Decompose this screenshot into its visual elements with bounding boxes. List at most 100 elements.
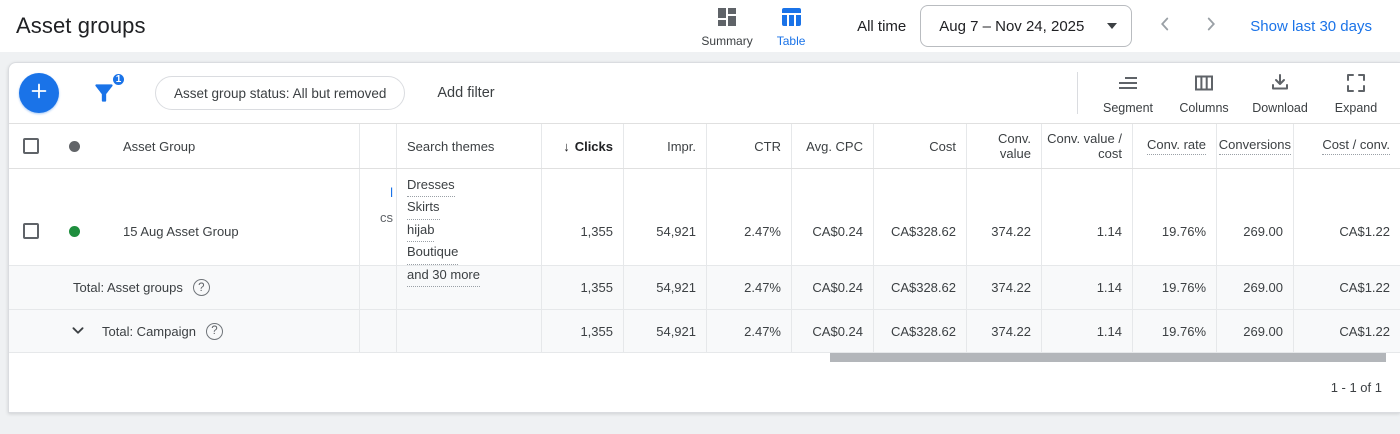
next-period-button[interactable] bbox=[1198, 13, 1224, 39]
total-empty-cell bbox=[396, 310, 541, 352]
total-clicks: 1,355 bbox=[541, 310, 623, 352]
plus-icon bbox=[28, 80, 50, 107]
caret-down-icon bbox=[1107, 23, 1118, 29]
table-row: 15 Aug Asset Group l cs Dresses Skirts h… bbox=[9, 169, 1400, 294]
clipped-text-fragment: cs bbox=[380, 210, 393, 225]
total-campaign-label: Total: Campaign bbox=[102, 323, 196, 339]
segment-button[interactable]: Segment bbox=[1090, 71, 1166, 115]
search-themes-cell: Dresses Skirts hijab Boutique and 30 mor… bbox=[396, 169, 541, 294]
header-cost-per-conv-label: Cost / conv. bbox=[1322, 137, 1390, 155]
page-title: Asset groups bbox=[16, 13, 146, 38]
header-conv-value[interactable]: Conv. value bbox=[966, 124, 1041, 168]
header-checkbox-cell bbox=[9, 124, 53, 168]
search-themes-more-link[interactable]: and 30 more bbox=[407, 265, 480, 288]
toolbar-right: Segment Columns Download Expand bbox=[1077, 71, 1394, 115]
table-view-button[interactable]: Table bbox=[759, 5, 823, 48]
header-cost[interactable]: Cost bbox=[873, 124, 966, 168]
header-asset-group-label: Asset Group bbox=[123, 138, 196, 154]
summary-view-label: Summary bbox=[701, 33, 753, 48]
filter-count-badge: 1 bbox=[111, 72, 126, 87]
status-dot-icon bbox=[69, 140, 80, 152]
horizontal-scrollbar-thumb[interactable] bbox=[830, 353, 1386, 362]
show-last-30-days-link[interactable]: Show last 30 days bbox=[1250, 17, 1372, 35]
header-conv-value-per-cost-label: Conv. value / cost bbox=[1047, 131, 1122, 161]
total-empty-cell bbox=[359, 266, 396, 309]
select-all-checkbox[interactable] bbox=[23, 138, 39, 154]
header-asset-group[interactable]: Asset Group bbox=[97, 124, 359, 168]
expand-button[interactable]: Expand bbox=[1318, 71, 1394, 115]
sort-descending-icon: ↓ bbox=[563, 138, 570, 154]
date-range-picker[interactable]: Aug 7 – Nov 24, 2025 bbox=[920, 5, 1133, 47]
page-header: Asset groups Summary Table All time Aug … bbox=[0, 0, 1400, 52]
download-label: Download bbox=[1252, 101, 1308, 115]
total-empty-cell bbox=[396, 266, 541, 309]
toolbar-left: 1 Asset group status: All but removed Ad… bbox=[19, 72, 495, 113]
row-status-cell bbox=[53, 169, 97, 293]
total-conversions: 269.00 bbox=[1216, 310, 1293, 352]
total-impressions: 54,921 bbox=[623, 266, 706, 309]
add-filter-button[interactable]: Add filter bbox=[437, 85, 495, 101]
total-cost: CA$328.62 bbox=[873, 310, 966, 352]
header-cost-label: Cost bbox=[929, 138, 956, 154]
filter-button[interactable]: 1 bbox=[91, 72, 126, 106]
total-conv-value-per-cost: 1.14 bbox=[1041, 310, 1132, 352]
search-theme-item: Skirts bbox=[407, 197, 440, 220]
date-range-value: Aug 7 – Nov 24, 2025 bbox=[939, 17, 1085, 35]
chevron-down-icon bbox=[67, 319, 89, 344]
header-conv-rate[interactable]: Conv. rate bbox=[1132, 124, 1216, 168]
header-conv-value-label: Conv. value bbox=[998, 131, 1031, 161]
header-impressions-label: Impr. bbox=[667, 138, 696, 154]
table-view-label: Table bbox=[776, 33, 806, 48]
total-ctr: 2.47% bbox=[706, 310, 791, 352]
row-checkbox[interactable] bbox=[23, 223, 39, 240]
columns-button[interactable]: Columns bbox=[1166, 71, 1242, 115]
horizontal-scrollbar bbox=[9, 353, 1400, 362]
toolbar-divider bbox=[1077, 72, 1078, 114]
date-range-preset-label: All time bbox=[857, 17, 907, 35]
previous-period-button[interactable] bbox=[1152, 13, 1178, 39]
total-avg-cpc: CA$0.24 bbox=[791, 266, 873, 309]
header-conversions[interactable]: Conversions bbox=[1216, 124, 1293, 168]
total-campaign-label-cell: Total: Campaign ? bbox=[9, 310, 359, 352]
search-theme-item: Boutique bbox=[407, 242, 459, 265]
asset-group-name-cell[interactable]: 15 Aug Asset Group bbox=[97, 169, 359, 293]
row-impressions: 54,921 bbox=[623, 169, 706, 294]
expand-total-button[interactable] bbox=[67, 319, 89, 344]
total-cost: CA$328.62 bbox=[873, 266, 966, 309]
header-impressions[interactable]: Impr. bbox=[623, 124, 706, 168]
download-button[interactable]: Download bbox=[1242, 71, 1318, 115]
total-conv-value: 374.22 bbox=[966, 266, 1041, 309]
header-clicks[interactable]: ↓ Clicks bbox=[541, 124, 623, 168]
help-icon[interactable]: ? bbox=[205, 322, 223, 340]
status-filter-chip[interactable]: Asset group status: All but removed bbox=[155, 76, 406, 110]
expand-icon bbox=[1344, 71, 1368, 98]
header-ctr[interactable]: CTR bbox=[706, 124, 791, 168]
total-campaign-row: Total: Campaign ? 1,355 54,921 2.47% CA$… bbox=[9, 310, 1400, 353]
header-conv-value-per-cost[interactable]: Conv. value / cost bbox=[1041, 124, 1132, 168]
row-clicks: 1,355 bbox=[541, 169, 623, 294]
total-ctr: 2.47% bbox=[706, 266, 791, 309]
header-search-themes-label: Search themes bbox=[407, 138, 495, 154]
help-icon[interactable]: ? bbox=[192, 279, 210, 296]
chevron-right-icon bbox=[1200, 13, 1222, 40]
header-search-themes[interactable]: Search themes bbox=[396, 124, 541, 168]
total-asset-groups-label: Total: Asset groups bbox=[73, 280, 183, 295]
columns-label: Columns bbox=[1179, 101, 1229, 115]
row-cost: CA$328.62 bbox=[873, 169, 966, 294]
total-conv-rate: 19.76% bbox=[1132, 266, 1216, 309]
expand-label: Expand bbox=[1334, 101, 1378, 115]
header-clipped-column bbox=[359, 124, 396, 168]
add-asset-group-button[interactable] bbox=[19, 73, 59, 113]
total-impressions: 54,921 bbox=[623, 310, 706, 352]
segment-label: Segment bbox=[1102, 101, 1154, 115]
header-avg-cpc[interactable]: Avg. CPC bbox=[791, 124, 873, 168]
row-conv-value-per-cost: 1.14 bbox=[1041, 169, 1132, 294]
asset-group-name: 15 Aug Asset Group bbox=[123, 223, 239, 239]
row-conversions: 269.00 bbox=[1216, 169, 1293, 294]
row-ctr: 2.47% bbox=[706, 169, 791, 294]
header-conversions-label: Conversions bbox=[1218, 137, 1291, 155]
total-conv-value-per-cost: 1.14 bbox=[1041, 266, 1132, 309]
summary-view-button[interactable]: Summary bbox=[695, 5, 759, 48]
header-cost-per-conv[interactable]: Cost / conv. bbox=[1293, 124, 1400, 168]
header-conv-rate-label: Conv. rate bbox=[1146, 137, 1206, 155]
